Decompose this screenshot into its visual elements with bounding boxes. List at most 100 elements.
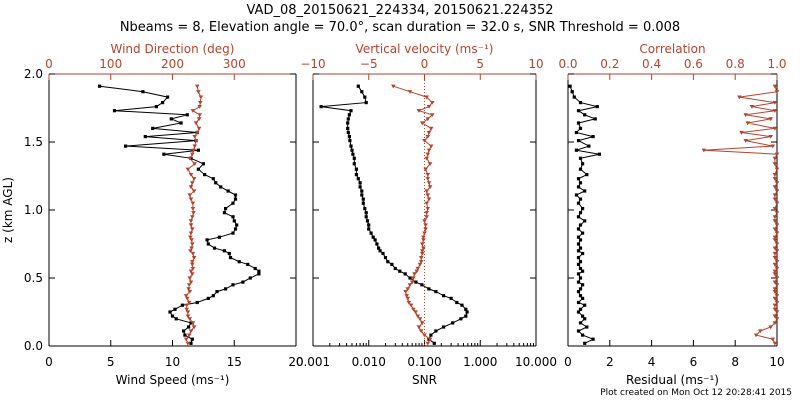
- data-point: [418, 329, 424, 334]
- data-point: [420, 121, 425, 126]
- top-tick-label: 0.2: [600, 57, 619, 71]
- data-point: [191, 148, 196, 153]
- data-point: [190, 337, 194, 341]
- data-point: [772, 272, 778, 277]
- data-point: [432, 341, 436, 345]
- data-point: [412, 272, 417, 277]
- data-point: [424, 201, 429, 206]
- data-point: [214, 181, 218, 185]
- data-point: [211, 177, 215, 181]
- data-point: [422, 231, 427, 236]
- data-point: [425, 177, 431, 181]
- data-point: [578, 101, 583, 105]
- data-point: [405, 287, 411, 292]
- bottom-tick-label: 0: [564, 355, 572, 369]
- data-point: [576, 262, 581, 266]
- data-point: [737, 95, 742, 100]
- top-tick-label: 100: [99, 57, 122, 71]
- data-point: [583, 317, 587, 321]
- top-tick-label: 0: [421, 57, 429, 71]
- data-point: [578, 266, 583, 271]
- data-point: [231, 231, 235, 235]
- data-point: [774, 242, 780, 247]
- data-point: [356, 84, 360, 88]
- data-point: [408, 276, 412, 280]
- bottom-tick-label: 10.000: [515, 355, 557, 369]
- data-point: [246, 262, 250, 266]
- data-point: [367, 227, 371, 231]
- data-point: [743, 113, 748, 117]
- series-line-top: [703, 86, 778, 344]
- data-point: [364, 215, 368, 219]
- data-point: [386, 260, 390, 264]
- data-point: [768, 325, 773, 330]
- data-point: [405, 296, 411, 301]
- data-point: [184, 303, 189, 308]
- data-point: [426, 197, 432, 202]
- data-point: [352, 156, 356, 160]
- data-point: [248, 276, 252, 280]
- data-point: [581, 283, 585, 287]
- data-point: [420, 283, 424, 287]
- data-point: [583, 219, 587, 223]
- data-point: [576, 310, 581, 314]
- data-point: [701, 148, 707, 153]
- data-point: [198, 101, 203, 105]
- data-point: [426, 105, 432, 109]
- data-point: [196, 126, 202, 131]
- data-point: [222, 211, 226, 215]
- data-point: [418, 260, 424, 264]
- data-point: [189, 238, 194, 243]
- data-point: [426, 130, 432, 135]
- data-point: [578, 321, 583, 325]
- data-point: [427, 287, 431, 291]
- data-point: [576, 249, 581, 253]
- data-point: [190, 321, 196, 326]
- data-point: [434, 290, 438, 294]
- data-point: [180, 303, 184, 307]
- data-point: [772, 321, 778, 326]
- data-point: [774, 300, 780, 305]
- data-point: [381, 251, 385, 256]
- data-point: [237, 260, 241, 264]
- data-point: [407, 283, 413, 287]
- data-point: [772, 269, 778, 274]
- bottom-tick-label: 20: [288, 355, 303, 369]
- data-point: [361, 197, 365, 201]
- data-point: [772, 314, 778, 319]
- series-line-top: [393, 85, 434, 344]
- data-point: [154, 105, 158, 109]
- data-point: [185, 113, 189, 117]
- data-point: [578, 287, 583, 291]
- data-point: [231, 201, 235, 205]
- data-point: [743, 139, 748, 143]
- data-point: [193, 139, 199, 143]
- data-point: [425, 193, 431, 198]
- data-point: [425, 207, 431, 211]
- data-point: [578, 181, 583, 185]
- data-point: [354, 173, 358, 177]
- data-point: [576, 201, 581, 205]
- top-tick-label: −5: [360, 57, 378, 71]
- data-point: [758, 329, 763, 334]
- data-point: [770, 337, 776, 342]
- top-tick-label: 1.0: [767, 57, 786, 71]
- data-point: [188, 269, 194, 274]
- data-point: [464, 314, 468, 318]
- panel-1: [48, 73, 297, 347]
- data-point: [425, 341, 431, 346]
- data-point: [192, 162, 197, 166]
- data-point: [768, 117, 773, 122]
- data-point: [203, 173, 207, 177]
- data-point: [98, 84, 102, 88]
- data-point: [371, 235, 375, 239]
- data-point: [407, 90, 413, 94]
- data-point: [404, 294, 409, 298]
- data-point: [393, 266, 397, 271]
- data-point: [347, 113, 351, 117]
- data-point: [124, 144, 128, 148]
- data-point: [377, 246, 381, 250]
- top-tick-label: 5: [476, 57, 484, 71]
- data-point: [576, 290, 581, 294]
